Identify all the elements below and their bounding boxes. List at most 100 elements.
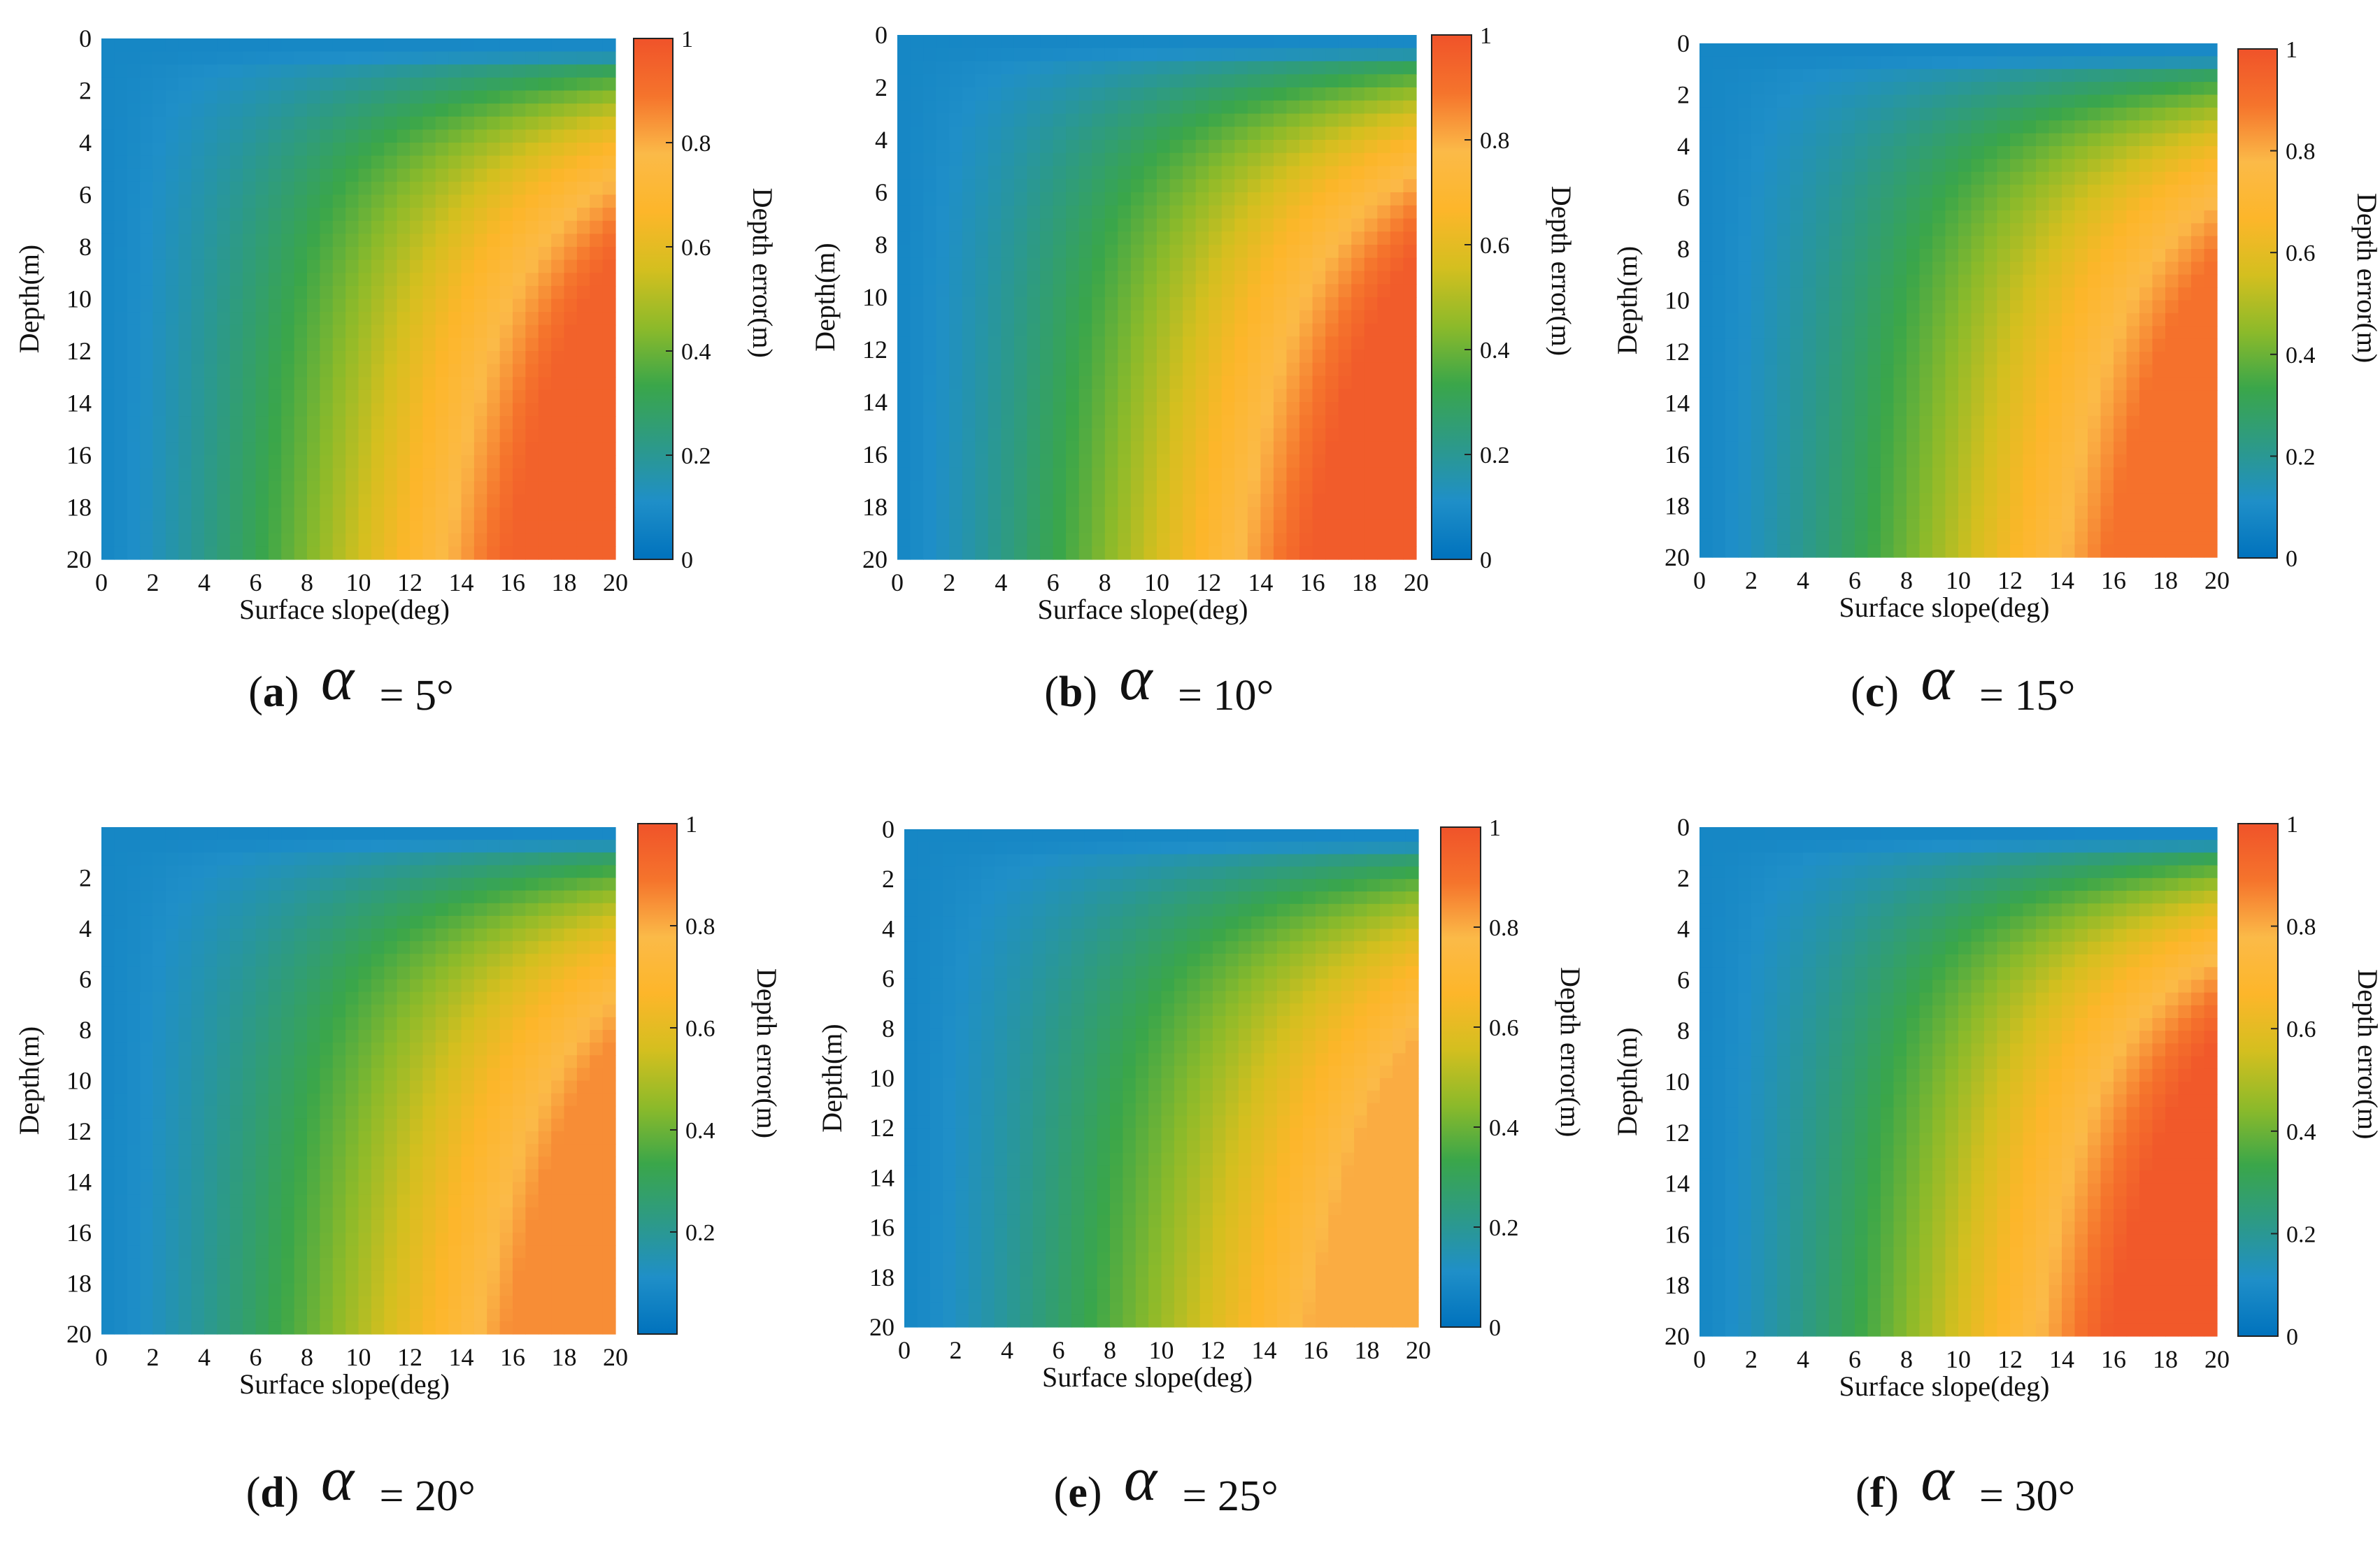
- heatmap-cell: [1364, 362, 1378, 377]
- heatmap-cell: [1829, 159, 1843, 173]
- heatmap-cell: [1027, 113, 1041, 127]
- heatmap-cell: [2062, 441, 2076, 455]
- heatmap-cell: [410, 416, 423, 430]
- heatmap-cell: [1195, 519, 1209, 534]
- heatmap-cell: [988, 257, 1002, 272]
- heatmap-cell: [1867, 506, 1881, 519]
- heatmap-cell: [551, 234, 565, 248]
- heatmap-cell: [1247, 546, 1261, 560]
- heatmap-cell: [1919, 531, 1933, 545]
- heatmap-cell: [564, 377, 578, 391]
- heatmap-cell: [1829, 133, 1843, 147]
- heatmap-cell: [923, 179, 937, 193]
- heatmap-cell: [165, 129, 179, 143]
- heatmap-cell: [1234, 519, 1248, 534]
- heatmap-cell: [473, 234, 487, 248]
- heatmap-cell: [988, 350, 1002, 364]
- heatmap-cell: [1984, 69, 1998, 83]
- heatmap-cell: [2191, 261, 2205, 275]
- heatmap-cell: [1195, 454, 1209, 468]
- heatmap-cell: [1984, 415, 1998, 429]
- heatmap-cell: [410, 208, 423, 222]
- heatmap-cell: [1803, 223, 1817, 237]
- heatmap-cell: [2114, 403, 2128, 417]
- heatmap-cell: [384, 273, 398, 287]
- heatmap-cell: [2152, 377, 2166, 391]
- heatmap-cell: [1829, 531, 1843, 545]
- heatmap-cell: [1157, 87, 1171, 101]
- heatmap-cell: [1118, 205, 1132, 220]
- heatmap-cell: [243, 259, 257, 273]
- heatmap-cell: [1764, 364, 1778, 378]
- heatmap-cell: [1143, 152, 1157, 167]
- heatmap-cell: [1351, 245, 1365, 259]
- heatmap-cell: [243, 247, 257, 261]
- heatmap-cell: [1325, 389, 1339, 403]
- heatmap-cell: [962, 375, 976, 389]
- heatmap-cell: [1712, 403, 1726, 417]
- heatmap-cell: [140, 234, 154, 248]
- heatmap-cell: [2178, 429, 2192, 443]
- heatmap-cell: [448, 389, 462, 404]
- heatmap-cell: [1078, 127, 1092, 141]
- heatmap-cell: [1984, 107, 1998, 121]
- heatmap-cell: [1286, 336, 1300, 350]
- heatmap-cell: [1867, 518, 1881, 532]
- heatmap-cell: [281, 312, 295, 326]
- heatmap-cell: [2191, 146, 2205, 159]
- heatmap-cell: [576, 116, 590, 130]
- heatmap-cell: [1390, 310, 1404, 324]
- heatmap-cell: [255, 312, 269, 326]
- heatmap-cell: [2165, 249, 2179, 262]
- heatmap-cell: [1764, 518, 1778, 532]
- heatmap-cell: [1273, 245, 1288, 259]
- heatmap-cell: [1932, 210, 1946, 224]
- heatmap-cell: [1312, 519, 1326, 534]
- heatmap-cell: [127, 129, 141, 143]
- heatmap-cell: [332, 840, 346, 853]
- heatmap-cell: [2062, 210, 2076, 224]
- heatmap-cell: [1403, 533, 1417, 547]
- heatmap-cell: [1932, 338, 1946, 352]
- heatmap-cell: [320, 194, 334, 208]
- heatmap-cell: [2126, 364, 2140, 378]
- heatmap-cell: [1403, 507, 1417, 521]
- heatmap-cell: [101, 181, 115, 196]
- heatmap-cell: [2165, 403, 2179, 417]
- heatmap-cell: [576, 546, 590, 560]
- heatmap-cell: [1040, 87, 1054, 101]
- heatmap-cell: [410, 520, 423, 534]
- heatmap-cell: [2088, 429, 2102, 443]
- heatmap-cell: [320, 77, 334, 92]
- heatmap-cell: [551, 416, 565, 430]
- heatmap-cell: [243, 442, 257, 456]
- heatmap-cell: [538, 377, 552, 391]
- heatmap-cell: [1221, 362, 1235, 377]
- heatmap-cell: [281, 546, 295, 560]
- heatmap-cell: [1169, 113, 1183, 127]
- heatmap-cell: [2191, 377, 2205, 391]
- heatmap-cell: [191, 143, 205, 157]
- heatmap-cell: [178, 247, 192, 261]
- heatmap-cell: [397, 194, 411, 208]
- heatmap-cell: [114, 38, 128, 52]
- heatmap-cell: [358, 429, 372, 443]
- heatmap-cell: [384, 840, 398, 853]
- heatmap-cell: [2165, 120, 2179, 134]
- heatmap-cell: [422, 181, 436, 196]
- heatmap-cell: [1764, 480, 1778, 494]
- heatmap-cell: [1078, 467, 1092, 482]
- heatmap-cell: [1945, 210, 1959, 224]
- heatmap-cell: [1183, 257, 1197, 272]
- heatmap-cell: [397, 259, 411, 273]
- heatmap-cell: [1183, 192, 1197, 206]
- heatmap-cell: [1066, 179, 1080, 193]
- x-tick-label: 2: [943, 568, 955, 596]
- heatmap-cell: [435, 90, 449, 104]
- heatmap-cell: [2088, 287, 2102, 301]
- heatmap-cell: [307, 338, 320, 352]
- heatmap-cell: [1971, 69, 1985, 83]
- heatmap-cell: [204, 169, 218, 182]
- heatmap-cell: [1027, 375, 1041, 389]
- heatmap-cell: [1738, 236, 1752, 250]
